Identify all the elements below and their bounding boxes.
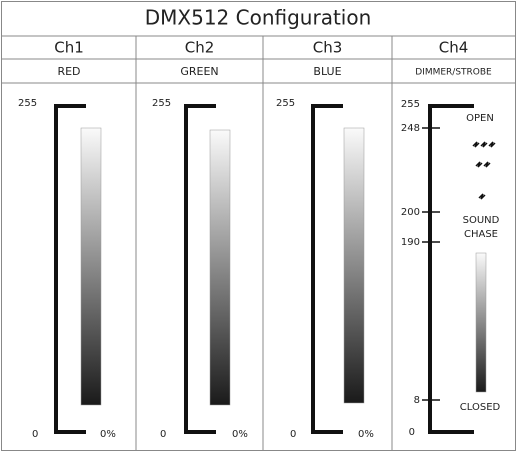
min-label: 0 xyxy=(160,429,166,440)
scale-label: 248 xyxy=(401,123,420,134)
max-label: 255 xyxy=(152,98,171,109)
channel-name: Ch2 xyxy=(185,39,215,57)
percent-label: 0% xyxy=(358,429,374,440)
bracket xyxy=(184,104,216,434)
channel-name: Ch1 xyxy=(54,39,84,57)
zone-label: SOUND CHASE xyxy=(462,215,500,240)
zone-label: OPEN xyxy=(466,113,494,124)
gradient-bar xyxy=(209,129,231,406)
scale-label: 200 xyxy=(401,207,420,218)
title: DMX512 Configuration xyxy=(145,6,372,30)
scale-label: 190 xyxy=(401,237,420,248)
channel-label: GREEN xyxy=(180,65,218,78)
channel-name: Ch3 xyxy=(313,39,343,57)
max-label: 255 xyxy=(276,98,295,109)
bracket xyxy=(54,104,86,434)
bracket xyxy=(311,104,343,434)
min-label: 0 xyxy=(32,429,38,440)
gradient-bar xyxy=(343,127,365,404)
gradient-bar xyxy=(80,127,102,406)
strobe-icons xyxy=(472,141,496,200)
zone-label: CLOSED xyxy=(459,402,501,413)
scale-label: 8 xyxy=(414,395,420,406)
percent-label: 0% xyxy=(232,429,248,440)
gradient-bar xyxy=(475,252,487,393)
max-label: 255 xyxy=(18,98,37,109)
scale-label: 0 xyxy=(409,427,415,438)
channel-label: DIMMER/STROBE xyxy=(415,68,492,78)
scale-label: 255 xyxy=(401,99,420,110)
channel-label: BLUE xyxy=(313,65,341,78)
channel-name: Ch4 xyxy=(439,39,469,57)
min-label: 0 xyxy=(290,429,296,440)
channel-label: RED xyxy=(57,65,80,78)
percent-label: 0% xyxy=(100,429,116,440)
scale-line xyxy=(428,104,474,434)
